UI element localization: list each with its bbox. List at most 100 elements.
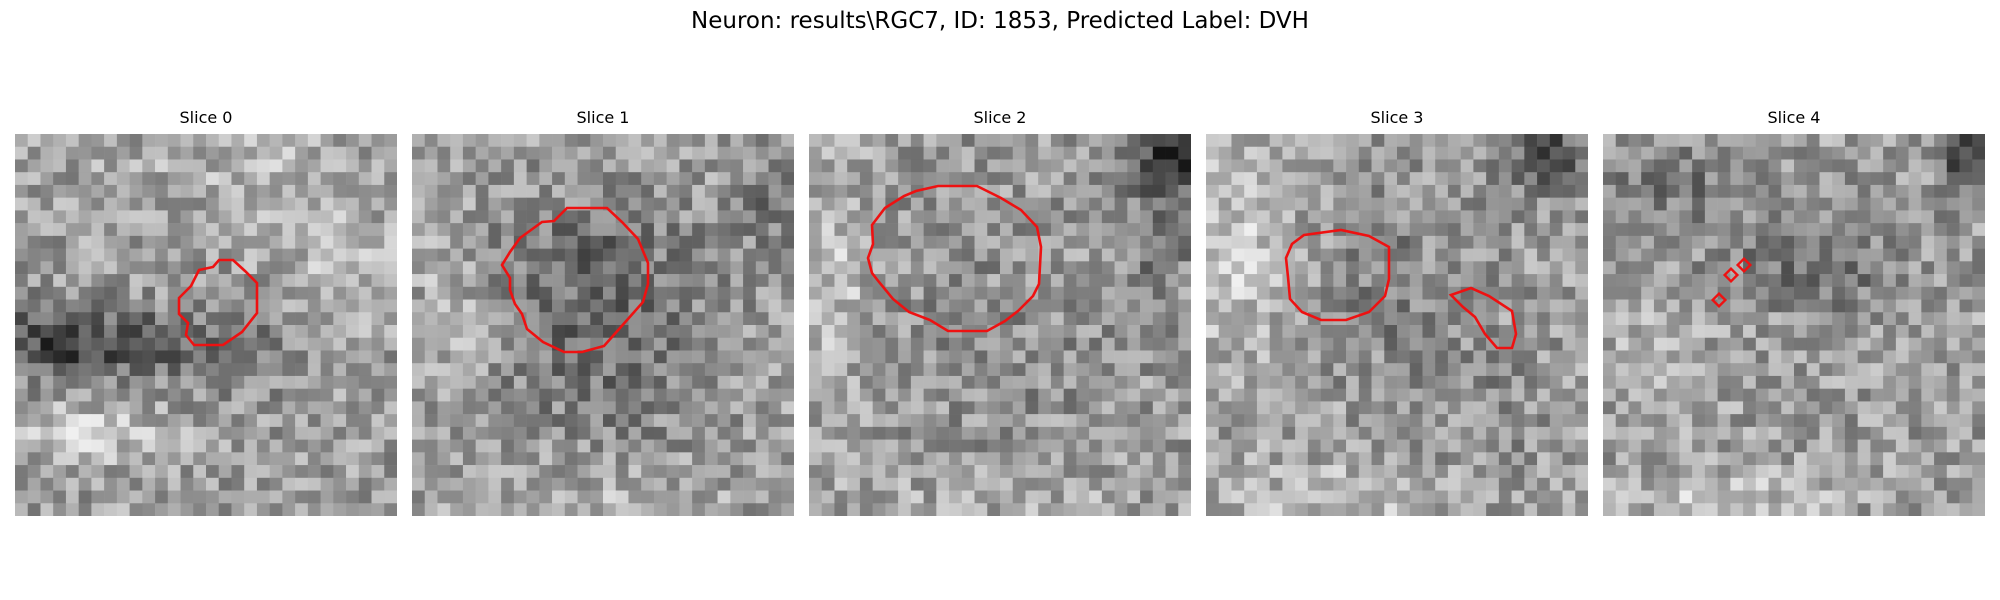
pixel [1537,172,1551,186]
pixel [1832,426,1846,440]
pixel [936,465,950,479]
pixel [40,375,54,389]
pixel [1755,286,1769,300]
pixel [1384,503,1398,516]
pixel [1857,261,1871,275]
pixel [1511,172,1525,186]
pixel [1921,197,1935,211]
pixel [653,248,667,262]
pixel [1101,337,1115,351]
pixel [218,477,232,491]
pixel [346,248,360,262]
pixel [1511,235,1525,249]
pixel [653,172,667,186]
pixel [1549,375,1563,389]
pixel [1486,210,1500,224]
pixel [961,388,975,402]
pixel [1384,414,1398,428]
pixel [1460,235,1474,249]
pixel [1615,414,1629,428]
pixel [1895,337,1909,351]
pixel [1206,286,1220,300]
pixel [1012,350,1026,364]
pixel [1537,223,1551,237]
pixel [1743,146,1757,160]
pixel [193,465,207,479]
pixel [1152,503,1166,516]
pixel [859,134,873,148]
pixel [1768,363,1782,377]
pixel [27,274,41,288]
pixel [885,172,899,186]
pixel [1511,477,1525,491]
pixel [1870,490,1884,504]
pixel [1089,414,1103,428]
pixel [552,477,566,491]
pixel [307,426,321,440]
pixel [539,401,553,415]
pixel [1794,146,1808,160]
pixel [1076,465,1090,479]
pixel [91,159,105,173]
pixel [603,172,617,186]
pixel [1806,134,1820,148]
pixel [1679,426,1693,440]
pixel [603,235,617,249]
pixel [1641,503,1655,516]
pixel [218,248,232,262]
pixel [872,363,886,377]
pixel [615,465,629,479]
pixel [653,490,667,504]
pixel [1498,134,1512,148]
pixel [206,223,220,237]
pixel [1717,388,1731,402]
pixel [1244,503,1258,516]
pixel [1934,235,1948,249]
pixel [1114,414,1128,428]
pixel [1076,452,1090,466]
pixel [755,261,769,275]
pixel [358,235,372,249]
pixel [1743,184,1757,198]
pixel [1165,312,1179,326]
pixel [1883,210,1897,224]
pixel [755,235,769,249]
pixel [1038,401,1052,415]
pixel [1743,363,1757,377]
pixel [1178,465,1191,479]
pixel [78,210,92,224]
pixel [424,159,438,173]
pixel [1743,261,1757,275]
pixel [847,414,861,428]
pixel [244,286,258,300]
pixel [1641,465,1655,479]
pixel [859,414,873,428]
pixel [1781,452,1795,466]
pixel [1346,388,1360,402]
pixel [412,363,426,377]
pixel [1089,477,1103,491]
pixel [91,184,105,198]
pixel [307,274,321,288]
pixel [1231,210,1245,224]
pixel [1114,465,1128,479]
pixel [974,401,988,415]
pixel [1921,337,1935,351]
pixel [1704,325,1718,339]
pixel [488,223,502,237]
pixel [155,350,169,364]
pixel [15,452,29,466]
pixel [1114,286,1128,300]
pixel [412,503,426,516]
pixel [1346,274,1360,288]
pixel [1409,375,1423,389]
pixel [1524,159,1538,173]
pixel [1320,490,1334,504]
pixel [1460,375,1474,389]
pixel [1895,134,1909,148]
pixel [809,159,823,173]
pixel [424,414,438,428]
pixel [180,299,194,313]
pixel [218,235,232,249]
pixel [1358,235,1372,249]
